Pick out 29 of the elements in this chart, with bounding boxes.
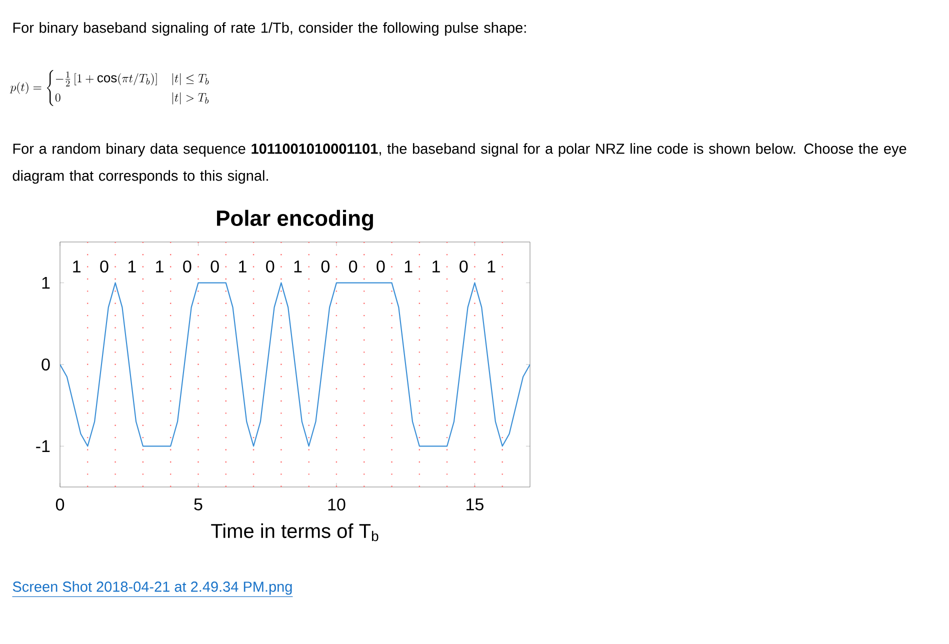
x-tick-label: 0 [56, 498, 64, 511]
annotation: 0 [349, 260, 358, 273]
annotation: 1 [404, 260, 412, 272]
annotation: 1 [73, 260, 80, 272]
annotation: 0 [460, 260, 468, 273]
chart-title: Polar encoding [217, 210, 373, 230]
annotation: 1 [128, 260, 136, 272]
annotation: 0 [183, 260, 192, 273]
x-tick-label: 15 [466, 498, 484, 510]
x-tick-label: 5 [194, 498, 202, 510]
text: Screen Shot 2018-04-21 at 2.49.34 PM.png [12, 581, 292, 595]
annotation: 1 [432, 260, 440, 272]
x-axis-title: Time in terms of T$_{b}$ [211, 523, 378, 542]
text: For binary baseband signaling of rate 1/Tb, consider the following pulse shape: [13, 22, 526, 36]
annotation: 0 [210, 260, 219, 273]
annotation: 0 [100, 260, 108, 273]
x-tick-label: 10 [328, 498, 346, 511]
annotation: 0 [321, 260, 330, 273]
text: For a random binary data sequence 1011001010001101, the baseband signal for a polar NRZ line code is shown below. Choose the eye diagram that corresponds to this signal. [12, 143, 906, 184]
annotation: 0 [266, 260, 274, 273]
annotation: 1 [156, 260, 164, 272]
y-tick-label: 1 [42, 276, 50, 289]
annotation: 1 [239, 260, 246, 272]
annotation: 0 [376, 260, 385, 273]
y-tick-label: 0 [42, 358, 50, 371]
annotation: 1 [294, 260, 302, 272]
annotation: 1 [488, 260, 496, 272]
text: $p(t)=\begin{cases}-\frac{1}{2}\left[1+\cos(\pi t/T_b)\right] & |t|\le T_b\\ 0 & |t|>T_b\end{cases}$ [10, 70, 209, 106]
y-tick-label: -1 [36, 440, 50, 452]
